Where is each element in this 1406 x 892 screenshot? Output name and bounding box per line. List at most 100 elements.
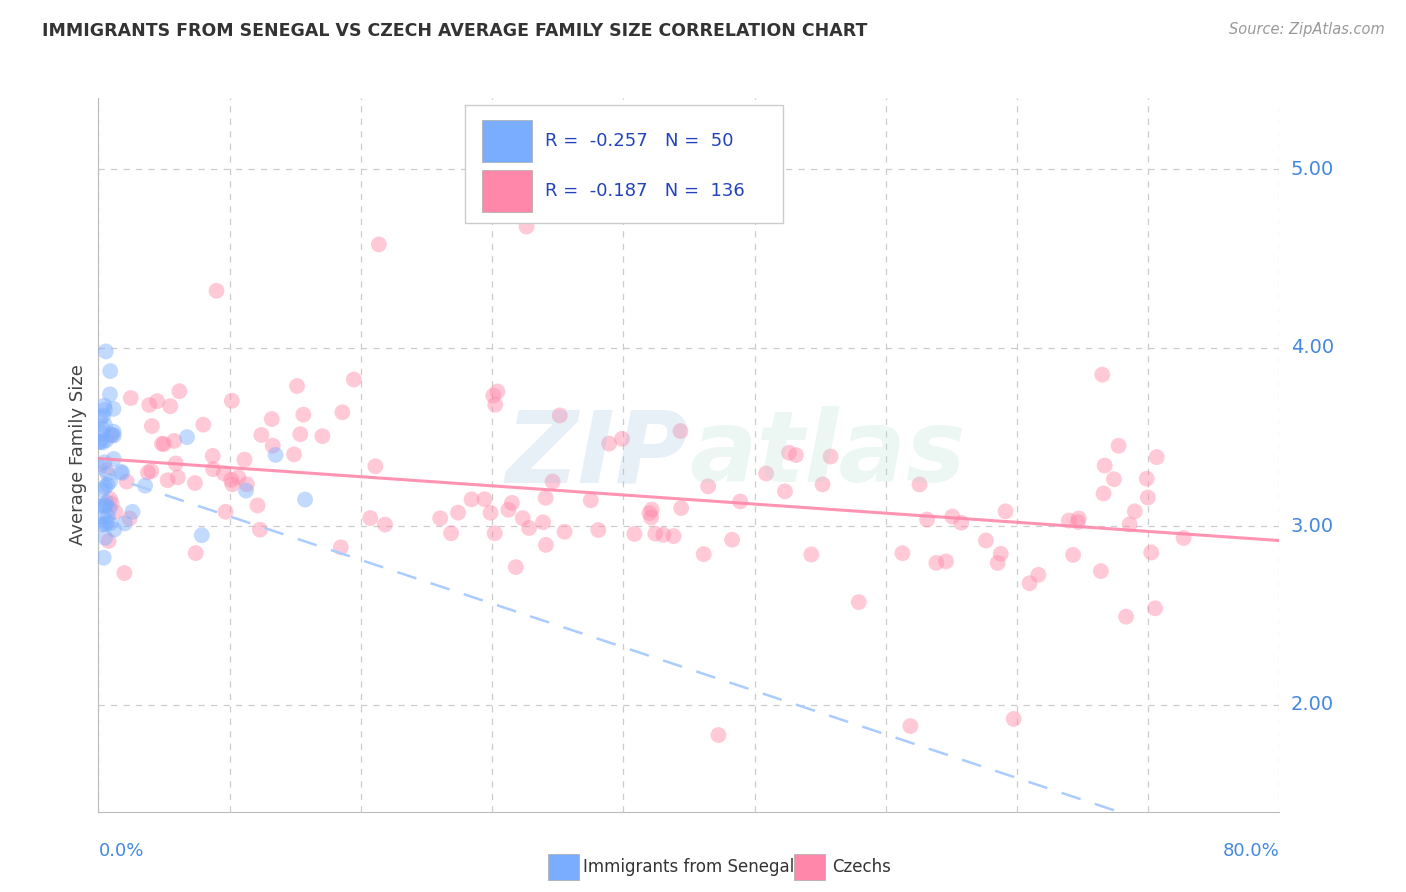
Point <box>974 533 997 548</box>
Point <box>638 506 661 520</box>
Point <box>96 477 118 491</box>
Text: 0.0%: 0.0% <box>98 842 143 860</box>
Point <box>202 462 225 476</box>
Point <box>915 512 938 526</box>
Point <box>669 501 692 516</box>
Point <box>292 408 315 422</box>
Point <box>121 505 143 519</box>
Point <box>89 434 111 449</box>
Point <box>214 505 236 519</box>
Point <box>94 531 117 545</box>
Text: atlas: atlas <box>689 407 966 503</box>
Point <box>90 517 112 532</box>
Point <box>212 467 235 481</box>
Bar <box>482 170 531 211</box>
Point <box>1062 548 1084 562</box>
Point <box>1067 511 1090 525</box>
Point <box>1123 504 1146 518</box>
Point <box>246 499 269 513</box>
Text: IMMIGRANTS FROM SENEGAL VS CZECH AVERAGE FAMILY SIZE CORRELATION CHART: IMMIGRANTS FROM SENEGAL VS CZECH AVERAGE… <box>42 22 868 40</box>
Point <box>925 556 948 570</box>
Point <box>517 521 540 535</box>
Point <box>90 410 112 425</box>
Text: 2.00: 2.00 <box>1291 695 1334 714</box>
Point <box>515 219 537 234</box>
Point <box>1018 576 1040 591</box>
Point <box>118 511 141 525</box>
Point <box>176 430 198 444</box>
Point <box>141 419 163 434</box>
Point <box>138 398 160 412</box>
Point <box>94 517 117 532</box>
Point <box>93 399 115 413</box>
Point <box>640 510 662 524</box>
Point <box>1136 472 1159 486</box>
Point <box>800 548 823 562</box>
Point <box>94 480 117 494</box>
Point <box>950 516 973 530</box>
Point <box>96 433 118 447</box>
Y-axis label: Average Family Size: Average Family Size <box>69 365 87 545</box>
Point <box>89 499 111 513</box>
Point <box>531 516 554 530</box>
Point <box>90 425 112 440</box>
Point <box>104 505 127 519</box>
Point <box>94 344 117 359</box>
Point <box>96 467 118 481</box>
Text: R =  -0.257   N =  50: R = -0.257 N = 50 <box>546 132 734 150</box>
Point <box>359 511 381 525</box>
Text: 80.0%: 80.0% <box>1223 842 1279 860</box>
Point <box>96 495 118 509</box>
Point <box>728 494 751 508</box>
Point <box>669 424 692 438</box>
Point <box>548 409 571 423</box>
Point <box>219 473 242 487</box>
Point <box>554 524 576 539</box>
Point <box>205 284 228 298</box>
Point <box>811 477 834 491</box>
Point <box>156 473 179 487</box>
Point <box>579 493 602 508</box>
Point <box>221 477 243 491</box>
Point <box>250 428 273 442</box>
Point <box>191 528 214 542</box>
Point <box>97 509 120 524</box>
Point <box>97 533 120 548</box>
Point <box>283 447 305 461</box>
Point <box>233 452 256 467</box>
Point <box>146 394 169 409</box>
Point <box>486 384 509 399</box>
Point <box>93 455 115 469</box>
Point <box>100 428 122 442</box>
Point <box>201 449 224 463</box>
Point <box>440 526 463 541</box>
Text: Source: ZipAtlas.com: Source: ZipAtlas.com <box>1229 22 1385 37</box>
Point <box>165 457 187 471</box>
Point <box>343 372 366 386</box>
Point <box>311 429 333 443</box>
Point <box>114 516 136 531</box>
Point <box>103 452 125 467</box>
Point <box>820 450 842 464</box>
Point <box>534 491 557 505</box>
Point <box>891 546 914 560</box>
Point <box>1173 531 1195 545</box>
Point <box>512 511 534 525</box>
Point <box>447 506 470 520</box>
Point <box>1115 609 1137 624</box>
Point <box>111 466 134 480</box>
Point <box>1094 458 1116 473</box>
Point <box>848 595 870 609</box>
Point <box>773 484 796 499</box>
FancyBboxPatch shape <box>464 105 783 223</box>
Point <box>429 511 451 525</box>
Point <box>588 523 610 537</box>
Point <box>941 509 963 524</box>
Point <box>474 492 496 507</box>
Text: 4.00: 4.00 <box>1291 338 1334 358</box>
Bar <box>482 120 531 161</box>
Point <box>598 436 620 450</box>
Point <box>91 483 114 497</box>
Point <box>98 516 121 531</box>
Point <box>262 439 284 453</box>
